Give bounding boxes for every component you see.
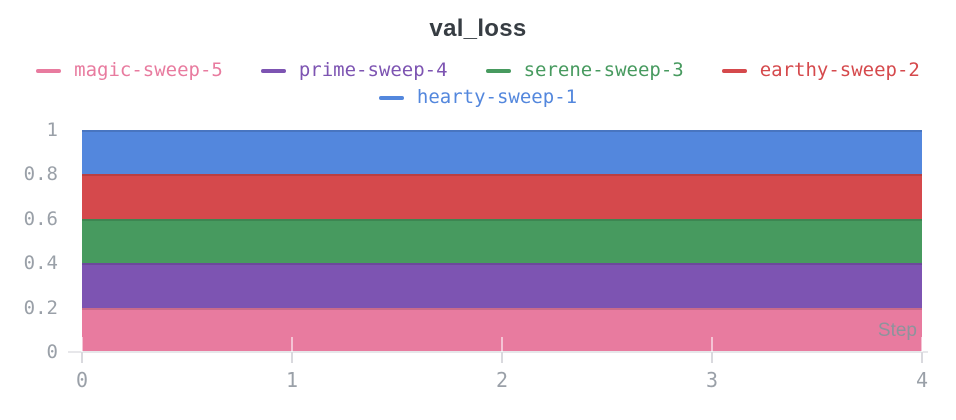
x-axis-title: Step bbox=[877, 320, 917, 341]
legend-label: earthy-sweep-2 bbox=[759, 59, 920, 81]
series-band-serene-sweep-3[interactable] bbox=[82, 218, 922, 264]
x-tick bbox=[501, 337, 503, 363]
y-tick-label: 1 bbox=[46, 119, 58, 141]
legend-label: hearty-sweep-1 bbox=[416, 86, 578, 108]
legend-row-1: magic-sweep-5 prime-sweep-4 serene-sweep-3… bbox=[0, 57, 956, 84]
y-tick-label: 0.8 bbox=[23, 163, 58, 186]
legend-line-swatch bbox=[721, 68, 747, 73]
plot-area[interactable]: Step 0 1 2 3 4 0 0.2 0.4 0.6 0.8 1 bbox=[24, 119, 928, 392]
x-tick-label: 2 bbox=[495, 368, 509, 392]
x-tick bbox=[711, 337, 713, 363]
legend-row-2: hearty-sweep-1 bbox=[0, 84, 956, 111]
legend-line-swatch bbox=[36, 68, 62, 73]
x-axis-line bbox=[68, 351, 928, 353]
x-tick bbox=[81, 337, 83, 363]
legend-item-serene-sweep-3[interactable]: serene-sweep-3 bbox=[485, 57, 684, 84]
chart-title: val_loss bbox=[429, 15, 527, 42]
x-tick-label: 4 bbox=[915, 368, 929, 392]
legend-item-prime-sweep-4[interactable]: prime-sweep-4 bbox=[260, 57, 448, 84]
legend-item-earthy-sweep-2[interactable]: earthy-sweep-2 bbox=[721, 57, 920, 84]
y-tick-label: 0.4 bbox=[23, 252, 58, 275]
y-tick-label: 0 bbox=[46, 341, 58, 363]
series-band-earthy-sweep-2[interactable] bbox=[82, 174, 922, 219]
x-tick-label: 3 bbox=[705, 368, 719, 392]
legend: magic-sweep-5 prime-sweep-4 serene-sweep-3… bbox=[0, 57, 956, 111]
legend-item-magic-sweep-5[interactable]: magic-sweep-5 bbox=[36, 57, 223, 84]
legend-line-swatch bbox=[378, 95, 404, 100]
legend-item-hearty-sweep-1[interactable]: hearty-sweep-1 bbox=[378, 84, 578, 111]
x-tick bbox=[291, 337, 293, 363]
series-band-hearty-sweep-1[interactable] bbox=[82, 130, 922, 175]
x-tick-label: 0 bbox=[75, 368, 89, 392]
legend-label: prime-sweep-4 bbox=[298, 59, 448, 81]
x-tick-label: 1 bbox=[285, 368, 299, 392]
x-tick bbox=[921, 337, 923, 363]
y-tick-label: 0.2 bbox=[23, 296, 58, 319]
legend-line-swatch bbox=[485, 68, 511, 73]
legend-label: serene-sweep-3 bbox=[523, 59, 684, 81]
legend-label: magic-sweep-5 bbox=[74, 59, 223, 81]
legend-line-swatch bbox=[260, 68, 286, 73]
y-tick-label: 0.6 bbox=[23, 207, 58, 230]
series-band-prime-sweep-4[interactable] bbox=[82, 263, 922, 308]
